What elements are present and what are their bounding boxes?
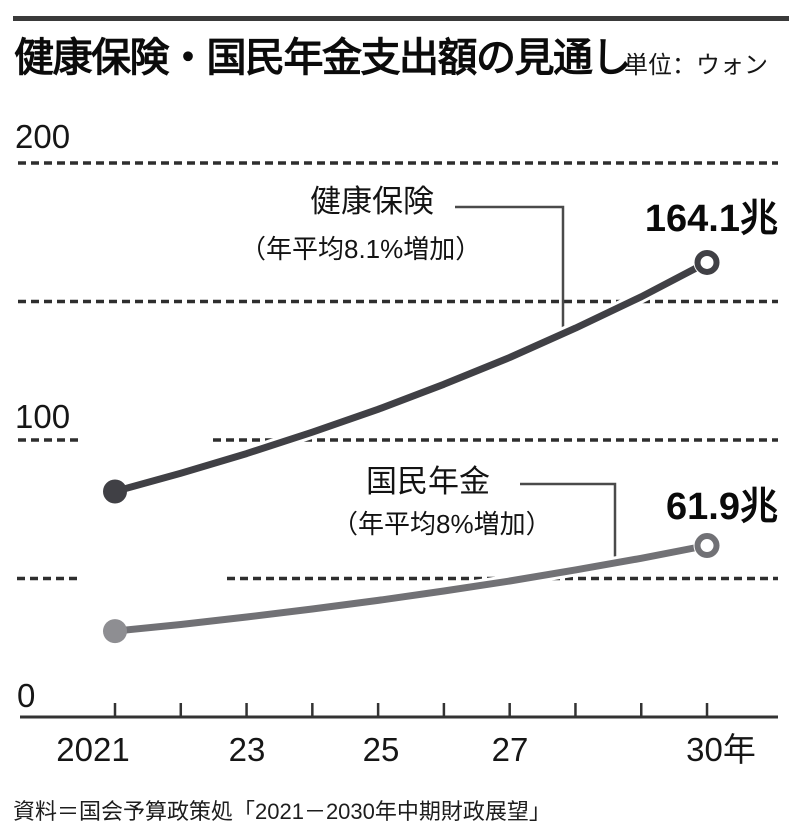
source-note: 資料＝国会予算政策処「2021－2030年中期財政展望」 — [13, 799, 551, 824]
connector-health-insurance — [455, 205, 565, 328]
series-note-national-pension: （年平均8%増加） — [332, 509, 552, 539]
line-halo — [108, 255, 714, 498]
x-axis-label-2021: 2021 — [56, 731, 130, 768]
end-marker-national-pension — [694, 533, 720, 559]
unit-label: 単位：ウォン — [624, 52, 768, 79]
chart-title: 健康保険・国民年金支出額の見通し — [14, 36, 632, 80]
start-marker-health-insurance — [103, 479, 127, 504]
y-axis-label-0: 0 — [17, 677, 36, 714]
x-axis-label-25: 25 — [362, 731, 400, 768]
y-axis-label-200: 200 — [15, 118, 71, 155]
x-axis-label-30: 30年 — [686, 731, 756, 768]
x-axis-label-27: 27 — [491, 731, 529, 768]
end-marker-health-insurance — [694, 249, 720, 275]
connector-national-pension — [520, 482, 617, 562]
series-label-health-insurance: 健康保険 — [310, 184, 434, 219]
line-halo — [108, 539, 714, 638]
series-note-health-insurance: （年平均8.1%増加） — [240, 234, 482, 264]
x-axis-label-23: 23 — [228, 731, 266, 768]
value-label-health-insurance: 164.1兆 — [644, 198, 778, 240]
line-health-insurance — [111, 258, 711, 495]
line-national-pension — [111, 542, 711, 635]
top-rule — [13, 16, 789, 21]
start-marker-national-pension — [103, 619, 127, 644]
y-axis-label-100: 100 — [15, 398, 71, 435]
series-label-national-pension: 国民年金 — [366, 464, 490, 499]
value-label-national-pension: 61.9兆 — [666, 486, 778, 528]
